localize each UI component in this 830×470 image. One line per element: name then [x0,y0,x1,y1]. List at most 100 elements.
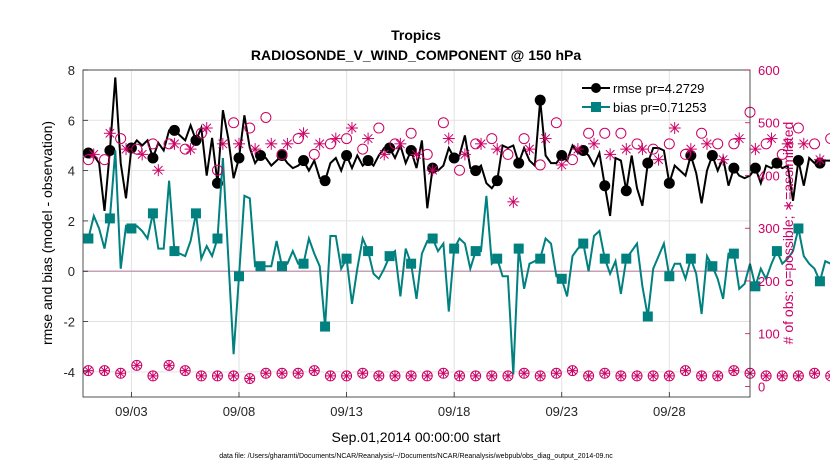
x-tick-label: 09/23 [545,404,578,419]
obs-possible-point [615,127,627,139]
obs-assimilated-point [733,132,746,145]
rmse-point [470,165,482,177]
left-tick-label: 4 [68,164,75,179]
obs-assimilated-point [636,143,649,156]
obs-assimilated-point [599,368,610,379]
bias-point [190,208,201,219]
asterisk-stroke [460,149,470,159]
obs-assimilated-point [244,373,255,384]
asterisk-stroke [455,372,464,380]
x-tick-label: 09/18 [438,404,471,419]
bias-point [664,271,675,282]
right-axis-ticks: 0 100 200 300 400 500 600 [745,63,780,394]
left-axis-ticks: -4 -2 0 2 4 6 8 [63,63,88,380]
right-tick-label: 100 [758,327,780,342]
asterisk-stroke [476,139,486,149]
asterisk-stroke [718,155,728,165]
bias-point [599,253,610,264]
bias-point [685,253,696,264]
asterisk-stroke [799,139,809,149]
bias-point [363,246,374,257]
asterisk-stroke [778,372,787,380]
asterisk-stroke [633,372,641,380]
asterisk-stroke [783,139,793,149]
obs-possible-point [534,159,546,171]
rmse-point [168,124,180,136]
obs-assimilated-point [410,148,423,161]
obs-assimilated-point [583,370,594,381]
asterisk-stroke [197,372,206,380]
asterisk-stroke [568,366,577,375]
left-tick-label: 2 [68,214,75,229]
rmse-point [362,155,374,167]
right-tick-label: 400 [758,168,780,183]
rmse-point [405,144,417,156]
rmse-point [792,155,804,167]
asterisk-stroke [444,133,454,144]
legend: rmse pr=4.2729 bias pr=0.71253 [582,81,707,115]
obs-assimilated-point [389,370,400,381]
asterisk-stroke [826,372,830,376]
asterisk-stroke [181,366,190,375]
asterisk-stroke [702,139,712,149]
asterisk-stroke [794,372,803,380]
asterisk-stroke [213,372,222,380]
obs-assimilated-point [777,370,788,381]
data-file-footer: data file: /Users/gharamti/Documents/NCA… [219,453,613,460]
series-bias [83,150,830,375]
obs-assimilated-point [620,143,633,156]
obs-assimilated-point [535,370,546,381]
obs-possible-point [115,133,127,145]
asterisk-stroke [649,372,658,380]
asterisk-stroke [584,372,593,380]
obs-possible-point [308,148,320,160]
obs-assimilated-point [136,148,149,161]
obs-assimilated-point [684,143,697,156]
obs-assimilated-point [228,370,239,381]
asterisk-stroke [487,372,496,380]
rmse-point [298,155,310,167]
bias-point [492,253,503,264]
asterisk-stroke [552,369,561,378]
bias-point [427,233,438,244]
rmse-point [771,157,783,169]
asterisk-stroke [605,149,615,159]
obs-possible-point [211,164,223,176]
bias-point [513,243,524,254]
obs-possible-point [454,164,466,176]
obs-assimilated-point [809,368,820,379]
obs-assimilated-point [422,370,433,381]
obs-assimilated-point [325,370,336,381]
obs-assimilated-point [475,137,488,150]
obs-assimilated-point [664,370,675,381]
right-tick-label: 600 [758,63,780,78]
asterisk-stroke [766,133,777,144]
obs-possible-point [99,154,111,166]
obs-assimilated-point [196,370,207,381]
obs-assimilated-point [680,365,691,376]
obs-assimilated-point [131,360,142,371]
bias-point [298,258,309,269]
asterisk-stroke [331,133,341,144]
obs-possible-point [147,138,159,150]
obs-assimilated-point [502,370,513,381]
x-tick-label: 09/08 [223,404,256,419]
obs-assimilated-point [152,164,165,177]
obs-assimilated-point [103,127,116,140]
asterisk-stroke [185,144,196,154]
bias-point [83,233,94,244]
rmse-point [728,162,740,174]
rmse-point [233,152,245,164]
rmse-point [706,150,718,162]
obs-possible-point [437,117,449,129]
series-obs_bottom_possible [82,359,830,385]
obs-assimilated-point [491,143,504,156]
right-tick-label: 200 [758,274,780,289]
obs-assimilated-point [588,137,601,150]
rmse-point [663,177,675,189]
bias-point [255,261,266,272]
obs-assimilated-point [571,143,584,156]
obs-assimilated-point [567,365,578,376]
obs-assimilated-point [700,137,713,150]
